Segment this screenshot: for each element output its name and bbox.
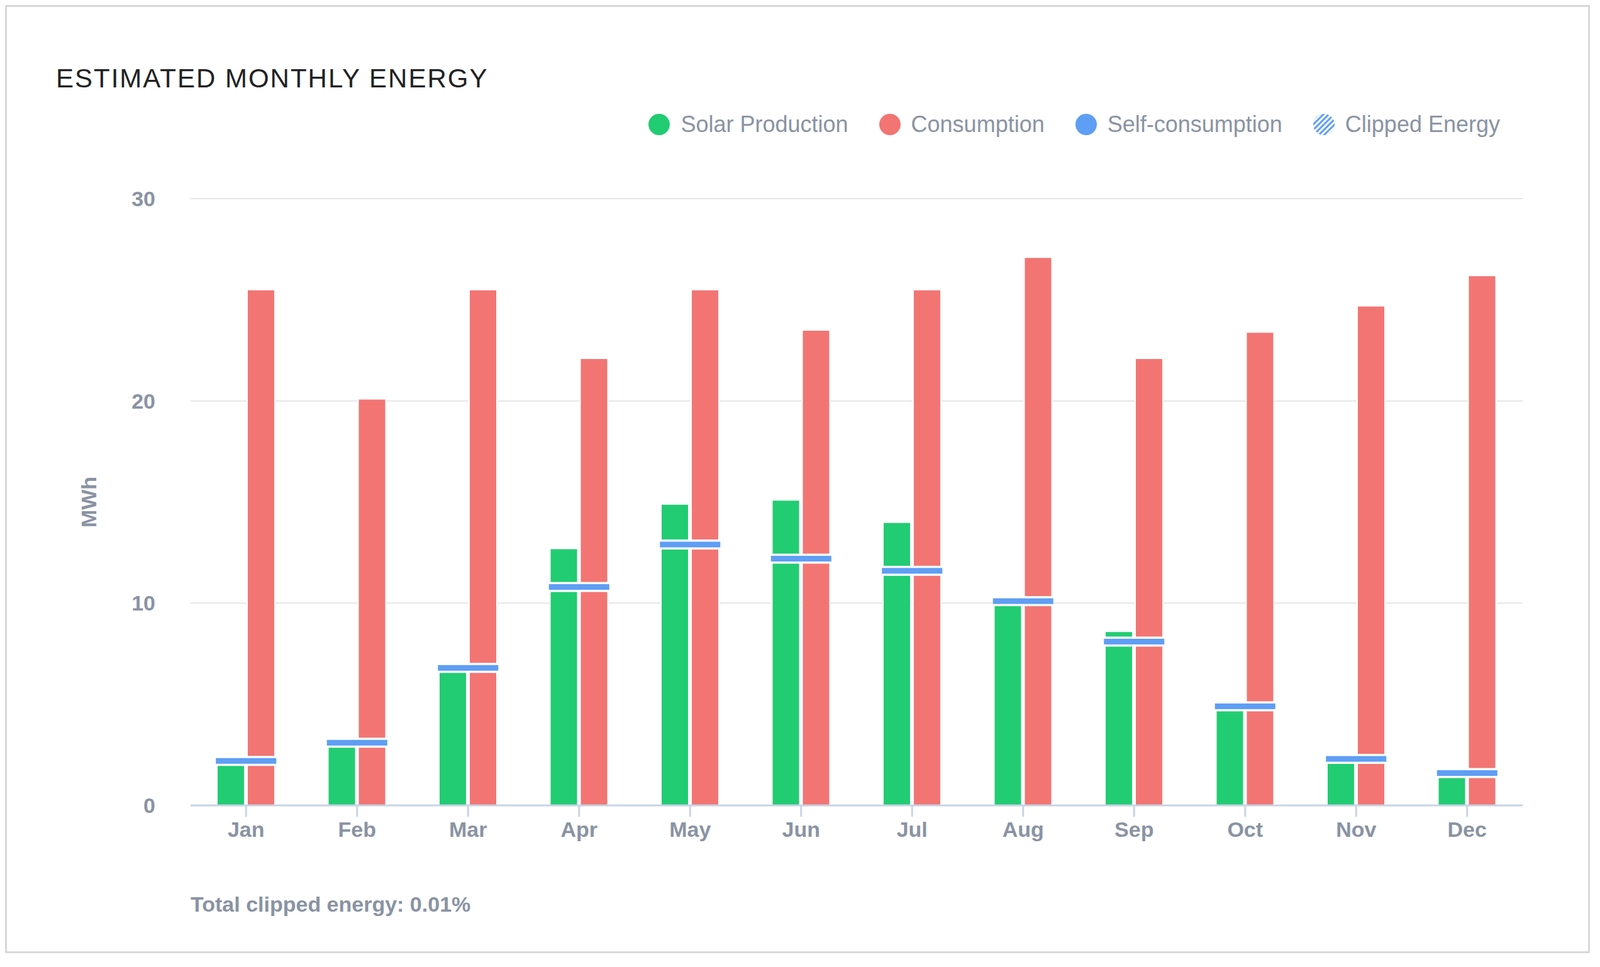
svg-text:Apr: Apr	[560, 817, 598, 842]
svg-text:Oct: Oct	[1227, 817, 1263, 842]
svg-text:Aug: Aug	[1002, 817, 1045, 842]
html-text:ESTIMATED MONTHLY ENERGY: ESTIMATED MONTHLY ENERGY	[55, 63, 489, 94]
html-text:Consumption: Consumption	[911, 111, 1045, 138]
svg-text:Jul: Jul	[896, 817, 928, 842]
html-text:Self-consumption: Self-consumption	[1107, 111, 1283, 138]
svg-text:May: May	[669, 817, 711, 842]
html-text:Solar Production: Solar Production	[680, 111, 849, 138]
svg-text:20: 20	[131, 389, 156, 414]
svg-text:10: 10	[131, 591, 156, 616]
svg-text:Mar: Mar	[449, 817, 487, 842]
svg-text:0: 0	[143, 793, 156, 818]
svg-text:Jan: Jan	[227, 817, 265, 842]
html-text:Total clipped energy: 0.01%: Total clipped energy: 0.01%	[190, 892, 471, 917]
svg-text:Jun: Jun	[782, 817, 821, 842]
svg-text:Dec: Dec	[1447, 817, 1487, 842]
html-text:Clipped Energy: Clipped Energy	[1345, 111, 1500, 138]
svg-text:MWh: MWh	[76, 476, 101, 528]
svg-text:Feb: Feb	[338, 817, 377, 842]
svg-text:Sep: Sep	[1114, 817, 1154, 842]
svg-text:Nov: Nov	[1335, 817, 1377, 842]
svg-text:30: 30	[131, 186, 156, 211]
